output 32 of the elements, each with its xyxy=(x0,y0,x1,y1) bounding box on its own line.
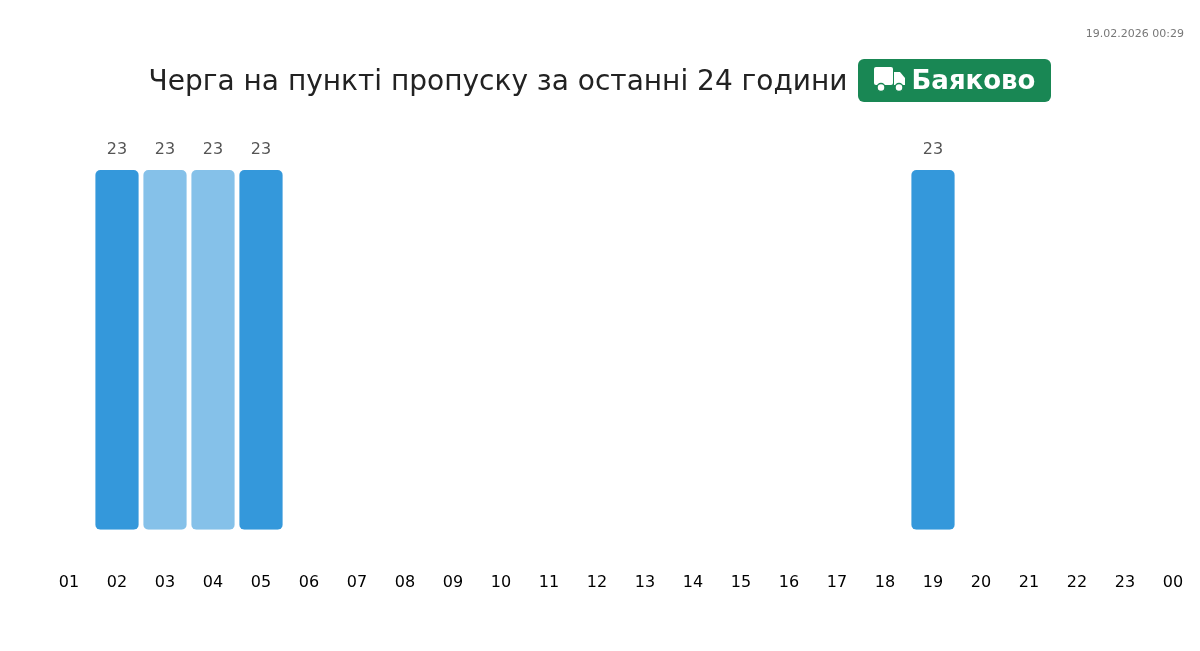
x-tick-label: 08 xyxy=(394,571,416,591)
x-tick-label: 04 xyxy=(202,571,224,591)
x-tick-label: 19 xyxy=(922,571,944,591)
data-label: 23 xyxy=(922,139,944,159)
x-tick-label: 09 xyxy=(442,571,464,591)
chart-title: Черга на пункті пропуску за останні 24 години xyxy=(148,63,848,97)
x-tick-label: 16 xyxy=(778,571,800,591)
data-label: 23 xyxy=(250,139,272,159)
x-tick-label: 07 xyxy=(346,571,368,591)
x-tick-label: 03 xyxy=(154,571,176,591)
x-tick-label: 02 xyxy=(106,571,128,591)
x-tick-label: 06 xyxy=(298,571,320,591)
x-tick-label: 01 xyxy=(58,571,80,591)
x-tick-label: 00 xyxy=(1162,571,1184,591)
x-tick-label: 10 xyxy=(490,571,512,591)
text: 19.02.2026 00:29 xyxy=(1085,26,1184,41)
x-tick-label: 11 xyxy=(538,571,560,591)
x-tick-label: 18 xyxy=(874,571,896,591)
x-tick-label: 22 xyxy=(1066,571,1088,591)
x-tick-label: 05 xyxy=(250,571,272,591)
x-tick-label: 12 xyxy=(586,571,608,591)
chart-subtitle: Баяково xyxy=(911,65,1036,95)
data-label: 23 xyxy=(202,139,224,159)
x-tick-label: 13 xyxy=(634,571,656,591)
x-tick-label: 14 xyxy=(682,571,704,591)
x-tick-label: 15 xyxy=(730,571,752,591)
x-tick-label: 23 xyxy=(1114,571,1136,591)
data-label: 23 xyxy=(106,139,128,159)
data-label: 23 xyxy=(154,139,176,159)
x-tick-label: 20 xyxy=(970,571,992,591)
x-tick-label: 21 xyxy=(1018,571,1040,591)
x-tick-label: 17 xyxy=(826,571,848,591)
